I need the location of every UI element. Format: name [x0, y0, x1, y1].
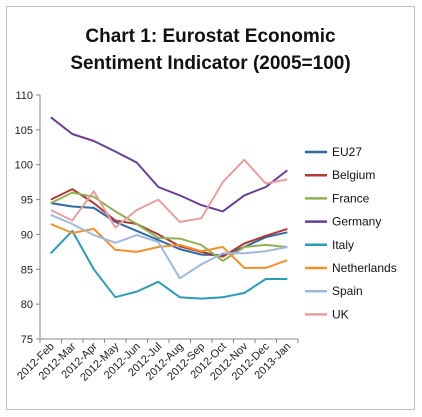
chart-title-line-2: Sentiment Indicator (2005=100)	[70, 53, 351, 74]
y-tick-label: 80	[21, 299, 33, 311]
y-tick-label: 110	[15, 90, 33, 102]
y-tick-label: 95	[21, 195, 33, 207]
y-tick-label: 85	[21, 264, 33, 276]
y-tick-label: 90	[21, 229, 33, 241]
legend-label-uk: UK	[332, 307, 349, 321]
series-line-italy	[50, 229, 288, 300]
legend-label-spain: Spain	[332, 284, 363, 298]
series-lines	[50, 116, 288, 300]
chart-frame: Chart 1: Eurostat Economic Sentiment Ind…	[6, 6, 415, 410]
legend-label-eu27: EU27	[332, 145, 362, 159]
legend: EU27 Belgium France Germany Italy Netherlands…	[305, 145, 397, 321]
y-axis-ticks: 75 80 85 90 95 100 105 110	[15, 90, 40, 346]
series-line-uk	[50, 158, 288, 229]
legend-label-france: France	[332, 191, 370, 205]
series-line-germany	[50, 116, 288, 213]
series-line-spain	[50, 213, 288, 280]
y-tick-label: 105	[15, 125, 33, 137]
y-tick-label: 75	[21, 334, 33, 346]
series-line-belgium	[50, 188, 288, 258]
series-line-netherlands	[50, 223, 288, 269]
legend-label-belgium: Belgium	[332, 168, 375, 182]
legend-label-germany: Germany	[332, 215, 381, 229]
axes	[39, 95, 298, 340]
y-tick-label: 100	[15, 160, 33, 172]
series-line-eu27	[50, 202, 288, 257]
x-axis-ticks: 2012-Feb2012-Mar2012-Apr2012-May2012-Jun…	[15, 339, 299, 384]
legend-label-italy: Italy	[332, 238, 354, 252]
chart-title: Chart 1: Eurostat Economic Sentiment Ind…	[7, 23, 414, 77]
legend-label-netherlands: Netherlands	[332, 261, 397, 275]
chart-title-line-1: Chart 1: Eurostat Economic	[85, 26, 336, 47]
